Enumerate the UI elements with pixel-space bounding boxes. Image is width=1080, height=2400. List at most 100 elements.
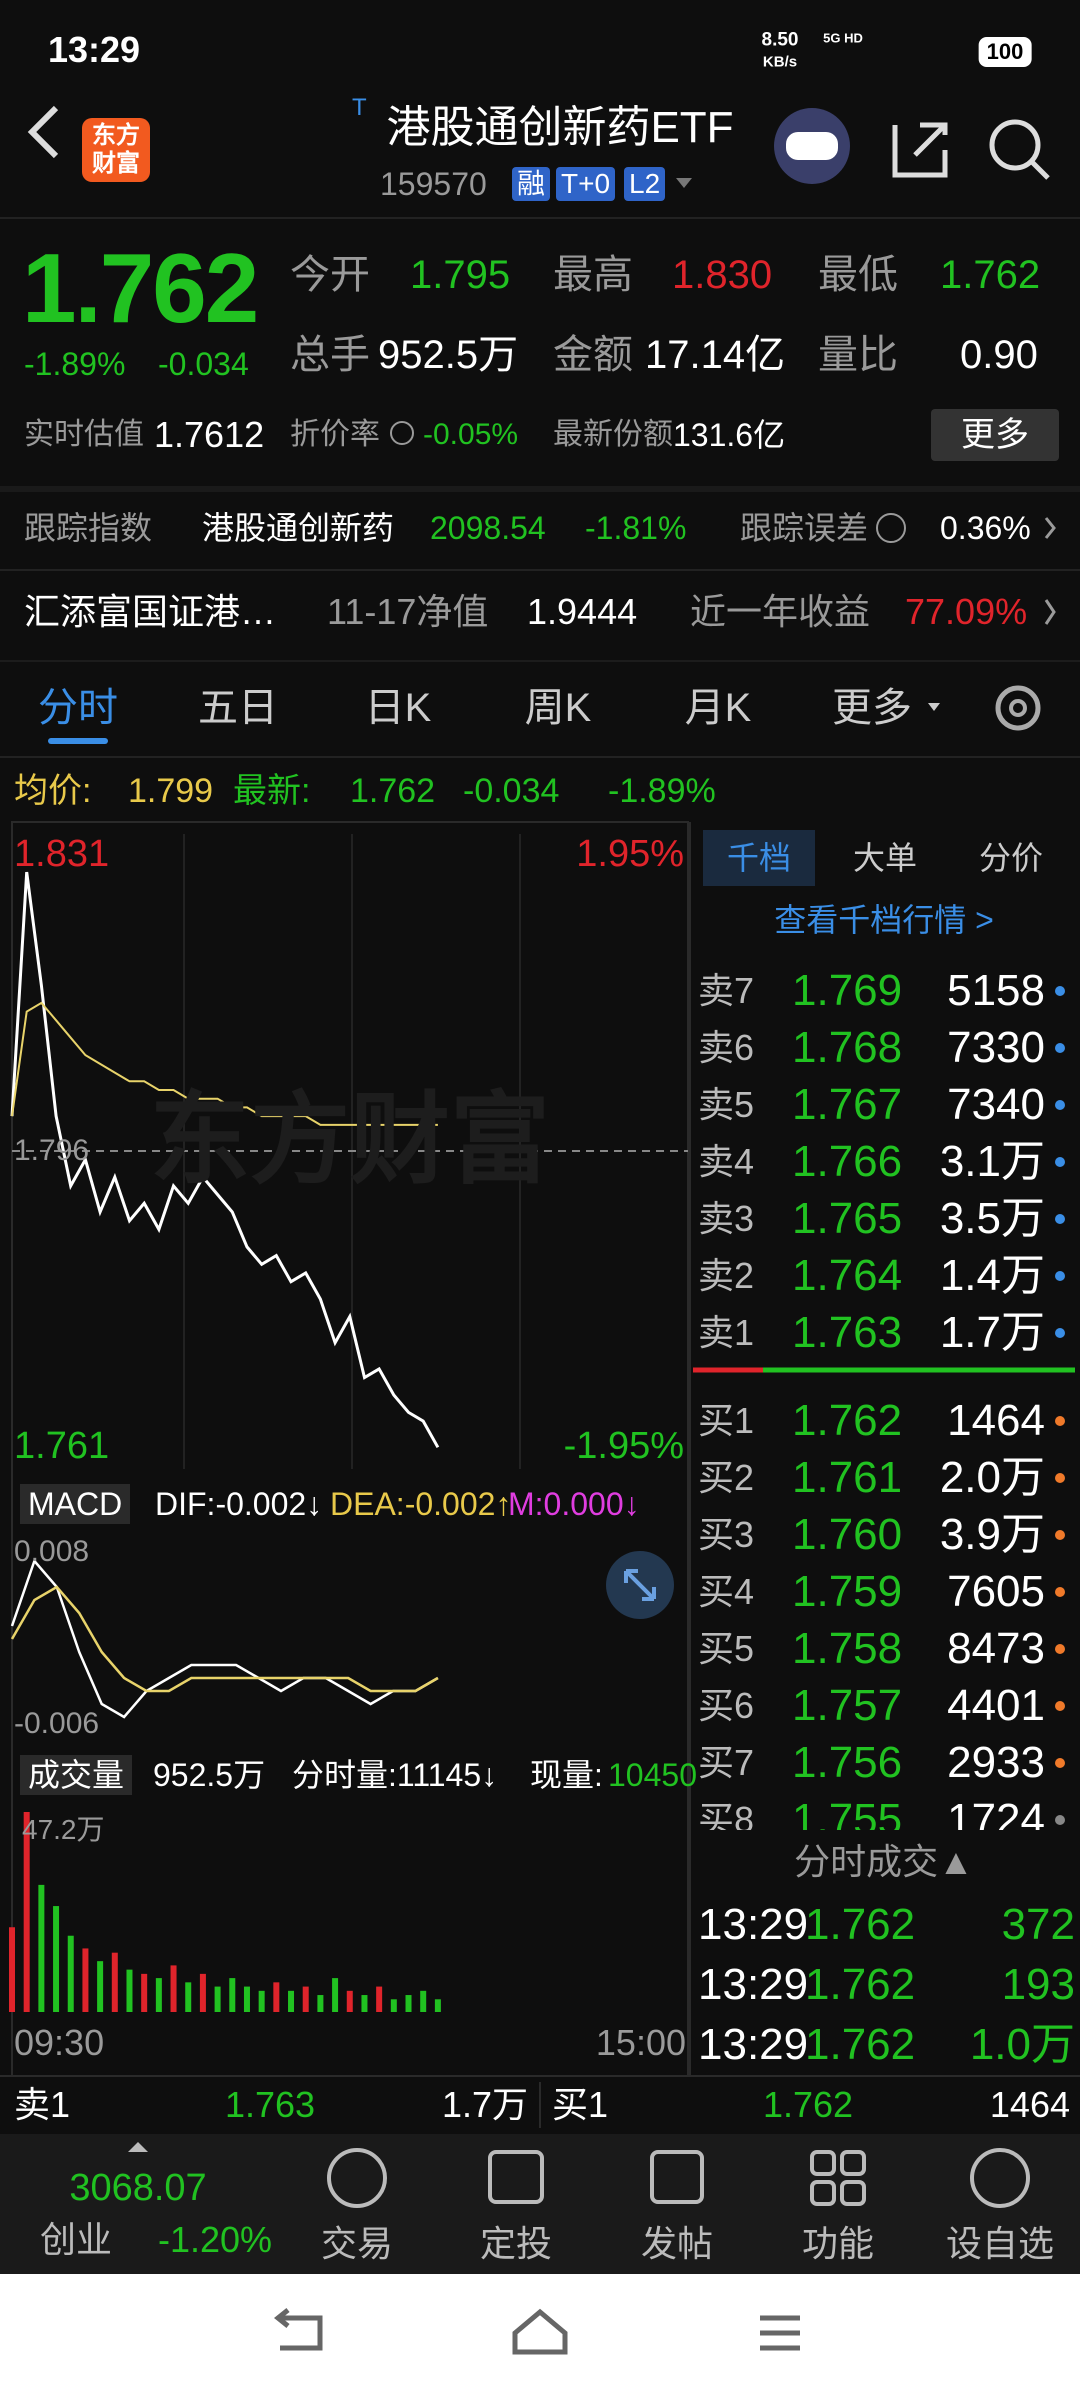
nav-label: 11-17净值: [327, 591, 489, 632]
book-level: 卖1: [698, 1312, 755, 1353]
book-price: 1.757: [792, 1681, 903, 1730]
volume-bar: [390, 1999, 397, 2012]
change-amount: -0.034: [158, 346, 249, 382]
trade-price: 1.762: [805, 2020, 916, 2069]
volume-bar: [9, 1927, 15, 2012]
volume-minute: 分时量:11145↓: [292, 1757, 498, 1793]
back-button[interactable]: [27, 105, 59, 159]
book-tab[interactable]: 分价: [978, 840, 1044, 876]
discount-value: -0.05%: [423, 418, 519, 451]
change-percent: -1.89%: [24, 346, 126, 382]
tab-dropdown: [928, 703, 940, 711]
book-price: 1.766: [792, 1137, 903, 1186]
more-button[interactable]: 更多: [931, 409, 1059, 461]
chart-tab[interactable]: 月K: [684, 686, 752, 730]
discount-label: 折价率: [290, 418, 380, 451]
volume-bar: [53, 1906, 60, 2012]
tag-dropdown: [676, 178, 692, 188]
nav-item[interactable]: 交易: [320, 2223, 394, 2264]
nav-item[interactable]: 设自选: [945, 2223, 1055, 2264]
share-button[interactable]: [892, 122, 948, 178]
invest-icon[interactable]: [488, 2150, 544, 2204]
divider: [0, 660, 1080, 662]
chevron: [1044, 599, 1056, 625]
nav-menu[interactable]: [760, 2315, 800, 2351]
trades-title[interactable]: 分时成交▲: [794, 1841, 974, 1882]
volume-bar: [346, 1990, 353, 2012]
quote-volume-label: 总手: [290, 333, 370, 377]
book-level: 卖4: [698, 1141, 755, 1182]
chart-tab[interactable]: 更多: [832, 686, 912, 730]
status-speed: 8.50: [761, 29, 799, 51]
quote-low: 1.762: [940, 253, 1041, 297]
watermark: 东方财富: [150, 1084, 550, 1196]
index-change: -1.20%: [158, 2219, 273, 2260]
book-tab[interactable]: 大单: [852, 840, 918, 876]
nav-item[interactable]: 发帖: [640, 2223, 714, 2264]
tracking-index-value: 2098.54: [430, 510, 546, 546]
volume-bar: [97, 1961, 104, 2012]
shares-label: 最新份额: [553, 418, 673, 451]
volume-bar: [376, 1986, 383, 2012]
quote-volume: 952.5万: [378, 333, 519, 377]
function-icon[interactable]: [810, 2150, 836, 2176]
average-line: [11, 1001, 438, 1126]
book-level: 买6: [698, 1685, 755, 1726]
status-network: 5G HD: [823, 30, 863, 46]
book-level: 卖2: [698, 1255, 755, 1296]
chart-tab[interactable]: 日K: [364, 686, 432, 730]
index-toggle[interactable]: [128, 2142, 148, 2152]
book-dot: [1055, 1644, 1065, 1654]
trade-icon[interactable]: [327, 2148, 387, 2208]
book-dot: [1055, 1473, 1065, 1483]
book-level: 买7: [698, 1742, 755, 1783]
volume-bar: [141, 1973, 148, 2012]
volume-bar: [111, 1952, 118, 2012]
volume-bar: [214, 1986, 221, 2012]
expand-icon: [624, 1569, 656, 1601]
volume-total: 952.5万: [153, 1757, 266, 1793]
book-price: 1.764: [792, 1251, 903, 1300]
x-label: 15:00: [595, 2022, 686, 2063]
summary-latest-label: 最新:: [233, 772, 311, 810]
y-tick-label: 47.2万: [22, 1814, 105, 1845]
volume-selector[interactable]: 成交量: [20, 1755, 133, 1795]
y-tick-label: -0.006: [14, 1707, 100, 1740]
settings-button[interactable]: [995, 685, 1041, 731]
book-link[interactable]: 查看千档行情 >: [774, 902, 994, 938]
nav-home[interactable]: [512, 2308, 568, 2355]
function-icon: [840, 2150, 866, 2176]
book-volume: 8473: [947, 1624, 1045, 1673]
tracking-error-label: 跟踪误差: [740, 510, 869, 546]
search-button[interactable]: [989, 119, 1041, 171]
nav-value: 1.9444: [527, 591, 638, 632]
chart-tab[interactable]: 周K: [524, 686, 592, 730]
book-level: 买2: [698, 1457, 755, 1498]
summary-avg: 1.799: [128, 772, 214, 810]
book-volume: 1464: [947, 1396, 1045, 1445]
book-tab[interactable]: 千档: [702, 830, 816, 886]
status-battery: 100: [978, 37, 1032, 67]
book-volume: 3.5万: [939, 1194, 1045, 1243]
post-icon[interactable]: [650, 2150, 704, 2204]
macd-selector[interactable]: MACD: [20, 1484, 131, 1524]
chart-tab[interactable]: 五日: [198, 686, 278, 730]
quote-high: 1.830: [672, 253, 773, 297]
quote-high-label: 最高: [553, 253, 633, 297]
chart-tab[interactable]: 分时: [38, 686, 118, 730]
volume-bar: [302, 1986, 309, 2012]
tracking-error: 0.36%: [940, 510, 1031, 546]
book-level: 买5: [698, 1628, 755, 1669]
watchlist-icon[interactable]: [970, 2148, 1030, 2208]
trade-volume: 193: [1001, 1960, 1075, 2009]
quote-amount-label: 金额: [553, 333, 633, 377]
book-dot: [1055, 1100, 1065, 1110]
nav-item[interactable]: 定投: [479, 2223, 553, 2264]
nav-back[interactable]: [273, 2308, 323, 2351]
estimate-label: 实时估值: [24, 418, 144, 451]
status-speed-unit: KB/s: [762, 53, 798, 71]
nav-item[interactable]: 功能: [801, 2223, 875, 2264]
index-value[interactable]: 3068.07: [69, 2167, 207, 2209]
quote-ratio: 0.90: [960, 333, 1038, 377]
